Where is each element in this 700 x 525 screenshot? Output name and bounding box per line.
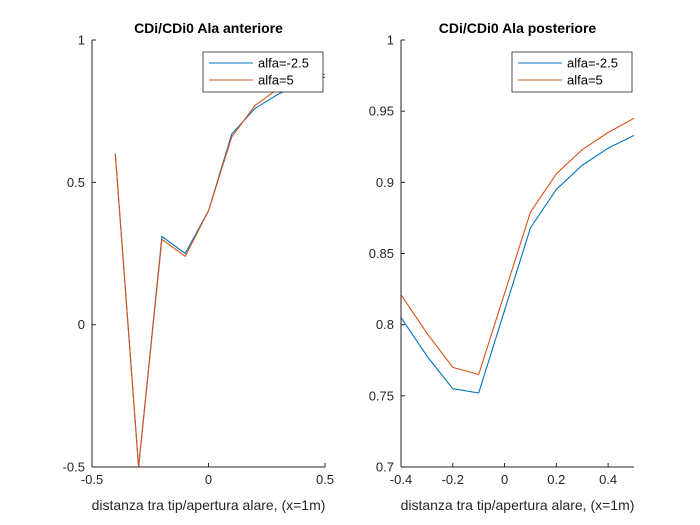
y-tick-label: 1 bbox=[387, 33, 394, 48]
y-tick-label: 0 bbox=[78, 317, 85, 332]
chart-rear-wing: CDi/CDi0 Ala posteriore distanza tra tip… bbox=[369, 20, 635, 513]
y-tick-label: 0.75 bbox=[369, 388, 394, 403]
x-tick-label: 0 bbox=[205, 472, 212, 487]
legend: alfa=-2.5 alfa=5 bbox=[202, 51, 324, 93]
legend-label-0: alfa=-2.5 bbox=[567, 56, 618, 71]
legend-label-1: alfa=5 bbox=[567, 73, 603, 88]
y-tick-label: 0.5 bbox=[67, 175, 85, 190]
x-tick-label: 0.5 bbox=[316, 472, 334, 487]
x-tick-label: -0.5 bbox=[81, 472, 103, 487]
x-tick-label: -0.2 bbox=[442, 472, 464, 487]
x-tick-label: 0 bbox=[501, 472, 508, 487]
x-tick-label: -0.4 bbox=[390, 472, 412, 487]
legend-label-0: alfa=-2.5 bbox=[258, 56, 309, 71]
x-axis-label: distanza tra tip/apertura alare, (x=1m) bbox=[401, 497, 635, 513]
legend-box bbox=[511, 51, 633, 93]
tick-marks-and-labels: -0.5 0 0.5 -0.5 0 0.5 1 bbox=[63, 33, 334, 488]
legend-box bbox=[202, 51, 324, 93]
x-tick-label: 0.4 bbox=[599, 472, 617, 487]
chart-title: CDi/CDi0 Ala posteriore bbox=[439, 20, 597, 36]
y-tick-label: 0.7 bbox=[376, 460, 394, 475]
plot-area bbox=[401, 117, 634, 394]
y-tick-label: 0.8 bbox=[376, 317, 394, 332]
y-tick-label: 0.85 bbox=[369, 246, 394, 261]
y-tick-label: 0.95 bbox=[369, 104, 394, 119]
legend-label-1: alfa=5 bbox=[258, 73, 294, 88]
x-tick-label: 0.2 bbox=[547, 472, 565, 487]
series-line-0 bbox=[401, 134, 634, 394]
chart-front-wing: CDi/CDi0 Ala anteriore distanza tra tip/… bbox=[63, 20, 334, 513]
tick-marks-and-labels: -0.4 -0.2 0 0.2 0.4 0.7 0.75 0.8 0.85 0.9 0.95 1 bbox=[369, 33, 617, 488]
x-axis-label: distanza tra tip/apertura alare, (x=1m) bbox=[92, 497, 326, 513]
y-tick-label: 0.9 bbox=[376, 175, 394, 190]
chart-title: CDi/CDi0 Ala anteriore bbox=[134, 20, 283, 36]
y-tick-label: 1 bbox=[78, 33, 85, 48]
legend: alfa=-2.5 alfa=5 bbox=[511, 51, 633, 93]
y-tick-label: -0.5 bbox=[63, 460, 85, 475]
series-line-1 bbox=[401, 117, 634, 376]
